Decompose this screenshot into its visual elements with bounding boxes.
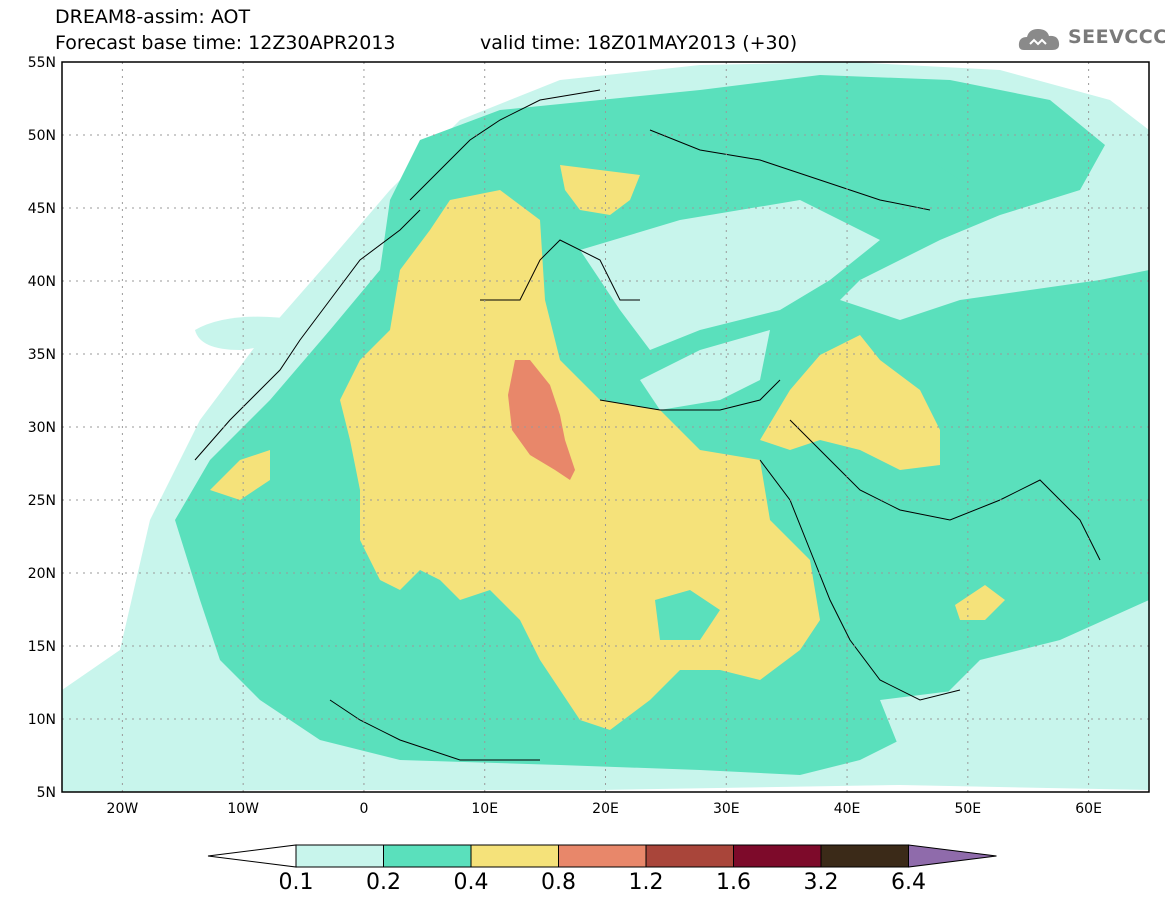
colorbar-tick-label: 0.2 (366, 870, 401, 895)
axis-labels: 55N 50N 45N 40N 35N 30N 25N 20N 15N 10N 5N 20W 10W 0 1… (28, 55, 1102, 817)
lon-tick-label: 20W (107, 801, 139, 817)
cloud-icon (1018, 29, 1060, 50)
colorbar-swatch (820, 844, 909, 868)
colorbar-swatch (383, 844, 472, 868)
lon-tick-label: 30E (713, 801, 740, 817)
colorbar-tick-label: 3.2 (803, 870, 839, 895)
colorbar-tick-label: 6.4 (891, 870, 926, 895)
colorbar-tick-label: 0.8 (541, 870, 576, 895)
lon-tick-label: 10W (227, 801, 259, 817)
colorbar-tick-label: 0.4 (453, 870, 489, 895)
colorbar-swatch (645, 844, 734, 868)
lon-tick-label: 60E (1075, 801, 1102, 817)
aot-colorbar (207, 844, 997, 868)
lat-tick-label: 35N (28, 347, 56, 363)
forecast-base-time: Forecast base time: 12Z30APR2013 (55, 32, 396, 54)
lat-tick-label: 25N (28, 493, 56, 509)
lon-tick-label: 50E (954, 801, 981, 817)
map-title: DREAM8-assim: AOT (55, 6, 251, 28)
aot-band-0.4 (340, 190, 820, 730)
lat-tick-label: 40N (28, 274, 56, 290)
lat-tick-label: 30N (28, 420, 56, 436)
lon-tick-label: 10E (471, 801, 498, 817)
lat-tick-label: 50N (28, 128, 56, 144)
colorbar-tick-label: 1.2 (628, 870, 664, 895)
lon-tick-label: 40E (834, 801, 861, 817)
colorbar-tick-label: 1.6 (716, 870, 751, 895)
colorbar-swatch (470, 844, 559, 868)
gridlines (62, 62, 1149, 792)
colorbar-swatch (295, 844, 384, 868)
lat-tick-label: 10N (28, 712, 56, 728)
colorbar-under-arrow (207, 844, 297, 868)
lat-tick-label: 45N (28, 201, 56, 217)
logo-text: SEEVCCC (1068, 26, 1165, 48)
colorbar-tick-label: 0.1 (278, 870, 314, 895)
colorbar-swatch (558, 844, 647, 868)
lon-tick-label: 0 (359, 801, 368, 817)
colorbar-swatch (733, 844, 822, 868)
lat-tick-label: 55N (28, 55, 56, 71)
colorbar-over-arrow (908, 844, 997, 868)
map-frame (61, 61, 1150, 793)
aot-band-0.8 (508, 360, 575, 480)
lon-tick-label: 20E (592, 801, 619, 817)
valid-time: valid time: 18Z01MAY2013 (+30) (480, 32, 798, 54)
lat-tick-label: 20N (28, 566, 56, 582)
lat-tick-label: 5N (37, 785, 56, 801)
coastlines (194, 89, 1101, 761)
lat-tick-label: 15N (28, 639, 56, 655)
